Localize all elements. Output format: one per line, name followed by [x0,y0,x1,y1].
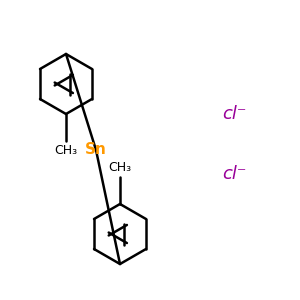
Text: cl⁻: cl⁻ [222,165,246,183]
Text: CH₃: CH₃ [54,144,78,157]
Text: cl⁻: cl⁻ [222,105,246,123]
Text: CH₃: CH₃ [108,161,132,174]
Text: Sn: Sn [85,142,107,158]
